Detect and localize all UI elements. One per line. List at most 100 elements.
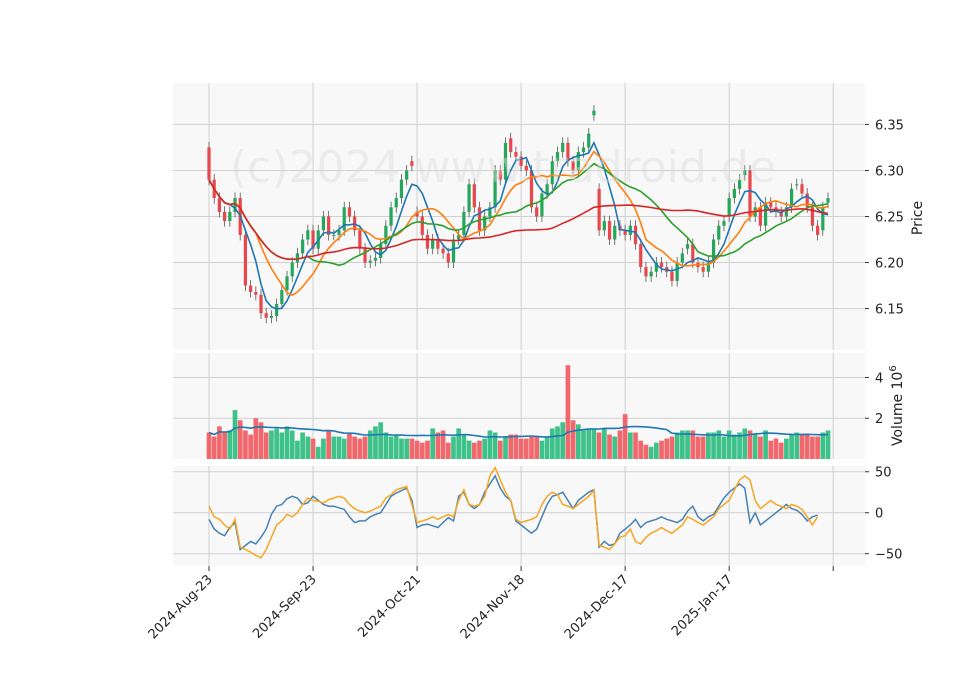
candle-down xyxy=(519,156,523,166)
candle-up xyxy=(576,152,580,171)
candle-down xyxy=(249,285,253,292)
volume-bar xyxy=(768,440,774,459)
candle-up xyxy=(488,207,492,217)
volume-bar xyxy=(591,428,597,459)
volume-bar xyxy=(565,365,571,459)
candle-down xyxy=(633,225,638,245)
volume-bar xyxy=(627,432,633,459)
oscillator-line-2 xyxy=(208,465,819,559)
volume-bar xyxy=(794,432,800,459)
candle-down xyxy=(509,138,513,153)
volume-bar xyxy=(825,430,831,459)
volume-bar xyxy=(445,442,451,459)
volume-bar xyxy=(643,444,649,459)
candle-up xyxy=(685,244,690,249)
volume-bar xyxy=(690,430,696,459)
volume-bar xyxy=(784,438,789,459)
osc-panel-background xyxy=(173,466,865,566)
volume-bar xyxy=(810,436,815,459)
candle-up xyxy=(654,262,658,272)
candle-up xyxy=(457,234,461,240)
volume-bar xyxy=(487,430,493,459)
volume-bar xyxy=(451,436,456,459)
volume-bar xyxy=(341,438,347,459)
candle-up xyxy=(399,179,404,199)
candle-down xyxy=(644,267,648,277)
volume-bar xyxy=(269,430,274,459)
volume-bar xyxy=(232,410,238,459)
candle-up xyxy=(628,225,632,235)
candle-up xyxy=(732,188,736,199)
candle-down xyxy=(311,230,315,249)
candle-up xyxy=(290,262,294,277)
candle-down xyxy=(207,147,211,180)
candle-up xyxy=(306,230,310,240)
candle-down xyxy=(410,161,414,166)
volume-bar xyxy=(206,432,212,459)
candle-up xyxy=(826,198,830,203)
candle-up xyxy=(280,290,284,304)
volume-bar xyxy=(414,440,420,459)
volume-bar xyxy=(732,434,737,459)
volume-bar xyxy=(367,430,373,459)
candle-up xyxy=(711,239,716,263)
volume-bar xyxy=(466,440,472,459)
volume-bar xyxy=(373,426,378,459)
candle-up xyxy=(269,315,274,318)
candle-up xyxy=(285,276,289,291)
volume-bar xyxy=(654,442,659,459)
volume-bar xyxy=(789,434,794,459)
volume-bar xyxy=(539,440,545,459)
volume-bar xyxy=(248,434,253,459)
candle-up xyxy=(795,184,799,186)
volume-bar xyxy=(347,432,352,459)
volume-bar xyxy=(425,440,430,459)
candle-up xyxy=(743,170,747,176)
candle-down xyxy=(748,170,752,217)
volume-panel: 24 xyxy=(173,353,883,459)
volume-bar xyxy=(477,440,482,459)
candle-up xyxy=(394,198,398,208)
volume-bar xyxy=(336,436,342,459)
volume-bar xyxy=(804,434,810,459)
candle-up xyxy=(233,198,237,212)
candle-up xyxy=(228,211,232,222)
volume-bar xyxy=(669,436,675,459)
candle-up xyxy=(384,225,388,245)
candle-up xyxy=(342,207,346,231)
candle-down xyxy=(217,198,222,212)
volume-bar xyxy=(601,428,607,459)
price-tick-label: 6.15 xyxy=(875,303,904,318)
volume-bar xyxy=(388,436,394,459)
candle-up xyxy=(675,262,679,281)
candle-up xyxy=(613,225,617,240)
volume-bar xyxy=(289,430,295,459)
price-tick-label: 6.25 xyxy=(875,211,904,226)
volume-bar xyxy=(409,438,415,459)
candle-up xyxy=(332,234,336,236)
volume-bar xyxy=(820,432,826,459)
candle-up xyxy=(737,179,742,189)
candle-up xyxy=(467,184,471,212)
candle-down xyxy=(779,211,783,217)
ma-long-line xyxy=(208,179,829,261)
x-tick-label: 2024-Dec-17 xyxy=(562,572,632,642)
ma-fast-line xyxy=(208,140,829,310)
volume-bar xyxy=(815,436,820,459)
volume-bar xyxy=(518,438,524,459)
x-tick-label: 2025-Jan-17 xyxy=(669,572,736,639)
candle-up xyxy=(321,216,326,231)
candle-down xyxy=(446,253,450,263)
volume-bar xyxy=(747,430,753,459)
candle-down xyxy=(477,207,482,231)
candle-up xyxy=(555,152,560,162)
candle-down xyxy=(363,248,367,263)
candle-down xyxy=(805,193,809,208)
volume-bar xyxy=(471,442,477,459)
volume-bar xyxy=(227,430,233,459)
candle-up xyxy=(722,221,726,226)
oscillator-tick-label: 50 xyxy=(875,466,892,481)
volume-bar xyxy=(321,438,326,459)
volume-bar xyxy=(430,428,436,459)
